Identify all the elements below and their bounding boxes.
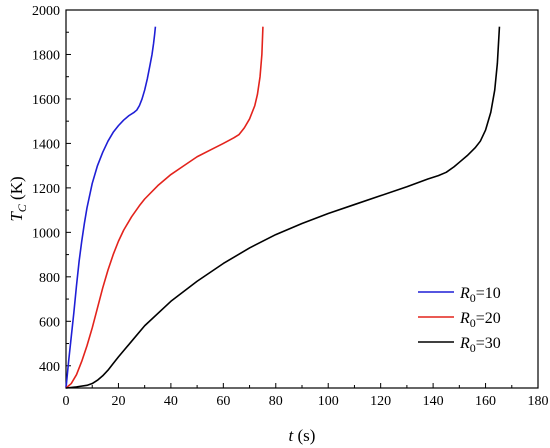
x-tick-label: 20	[111, 394, 125, 409]
x-tick-label: 180	[528, 394, 549, 409]
x-tick-label: 60	[216, 394, 230, 409]
y-tick-label: 1000	[32, 226, 60, 241]
x-tick-label: 120	[370, 394, 391, 409]
y-tick-label: 600	[39, 315, 60, 330]
plot-area-frame	[65, 9, 539, 389]
series-line-2	[65, 26, 501, 389]
y-tick-label: 2000	[32, 4, 60, 19]
y-tick-label: 400	[39, 360, 60, 375]
x-tick-label: 160	[475, 394, 496, 409]
series-line-0	[65, 26, 157, 389]
x-tick-label: 40	[164, 394, 178, 409]
x-tick-label: 100	[318, 394, 339, 409]
x-tick-label: 140	[423, 394, 444, 409]
y-tick-label: 1200	[32, 182, 60, 197]
y-axis-title: TC (K)	[7, 176, 29, 221]
legend-label-1: R0=20	[459, 310, 501, 330]
legend: R0=10 R0=20 R0=30	[418, 285, 501, 355]
x-tick-label: 80	[269, 394, 283, 409]
legend-label-0: R0=10	[459, 285, 501, 305]
y-tick-label: 800	[39, 271, 60, 286]
y-tick-label: 1400	[32, 137, 60, 152]
y-axis-ticks: 400 600 800 1000 1200 1400 1600 1800 2000	[32, 4, 71, 375]
x-tick-label: 0	[63, 394, 70, 409]
series-line-1	[65, 26, 264, 389]
x-axis-ticks: 0 20 40 60 80 100 120 140 160 180	[63, 383, 549, 409]
y-tick-label: 1600	[32, 93, 60, 108]
legend-label-2: R0=30	[459, 335, 501, 355]
x-axis-title: t (s)	[289, 426, 316, 445]
series-lines	[65, 26, 501, 389]
y-tick-label: 1800	[32, 48, 60, 63]
